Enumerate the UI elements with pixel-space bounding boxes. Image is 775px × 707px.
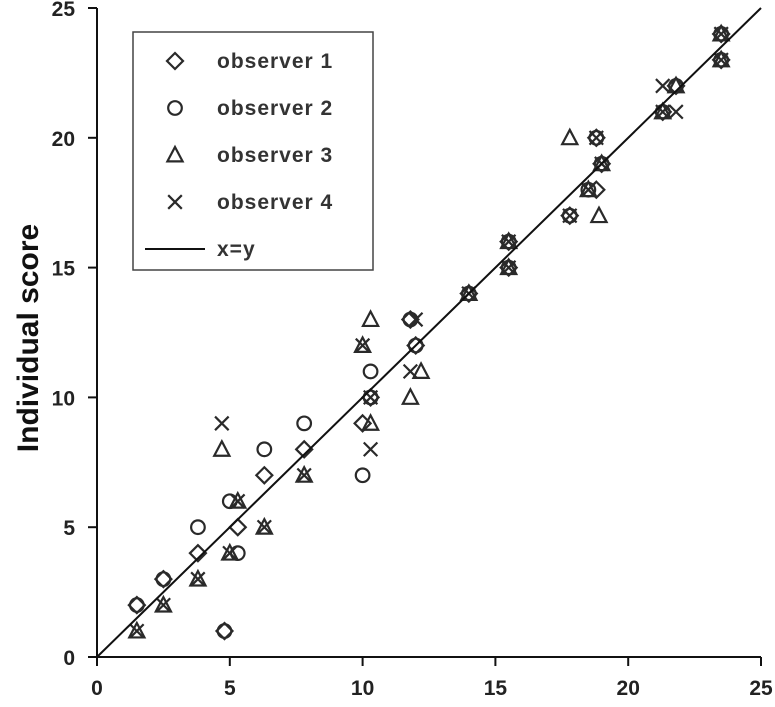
y-tick-label: 10 bbox=[52, 387, 75, 410]
point-x-series-4 bbox=[501, 260, 517, 276]
y-tick-label: 5 bbox=[63, 517, 75, 540]
identity-line bbox=[96, 7, 762, 658]
point-triangle-series-3 bbox=[499, 231, 519, 250]
point-diamond-series-1 bbox=[188, 543, 208, 563]
y-tick-label: 25 bbox=[52, 0, 76, 21]
point-triangle-series-3 bbox=[228, 490, 248, 509]
tick-labels: 0 5 10 15 20 25 0 5 10 15 20 25 bbox=[52, 0, 773, 700]
point-triangle-series-3 bbox=[188, 568, 208, 587]
point-x-series-4 bbox=[362, 389, 379, 405]
point-circle-series-2 bbox=[296, 415, 313, 432]
point-x-series-4 bbox=[129, 623, 145, 639]
legend-label: observer 1 bbox=[217, 50, 333, 73]
x-tick-label: 10 bbox=[351, 677, 374, 700]
point-circle-series-2 bbox=[216, 623, 233, 639]
y-tick-label: 0 bbox=[63, 647, 75, 670]
point-triangle-series-3 bbox=[220, 542, 240, 561]
point-x-series-4 bbox=[668, 104, 684, 120]
point-diamond-series-1 bbox=[228, 517, 248, 537]
y-tick-label: 20 bbox=[52, 128, 75, 151]
axes bbox=[88, 7, 762, 666]
y-axis-title: Individual score bbox=[12, 224, 45, 452]
point-x-series-4 bbox=[402, 363, 418, 380]
point-diamond-series-1 bbox=[214, 621, 235, 641]
x-tick-label: 25 bbox=[749, 677, 773, 700]
x-tick-label: 5 bbox=[224, 677, 236, 700]
point-circle-series-2 bbox=[407, 337, 424, 354]
point-triangle-series-3 bbox=[294, 464, 314, 483]
point-circle-series-2 bbox=[362, 363, 379, 380]
point-triangle-series-3 bbox=[711, 49, 731, 68]
legend-label: x=y bbox=[217, 238, 256, 261]
point-x-series-4 bbox=[222, 545, 238, 561]
point-diamond-series-1 bbox=[294, 439, 314, 459]
x-tick-label: 15 bbox=[484, 677, 508, 700]
point-triangle-series-3 bbox=[589, 205, 609, 224]
legend-circle-symbol bbox=[167, 100, 183, 116]
legend-label: observer 3 bbox=[217, 144, 333, 167]
point-circle-series-2 bbox=[155, 571, 172, 588]
point-x-series-4 bbox=[655, 78, 671, 94]
point-triangle-series-3 bbox=[400, 387, 420, 405]
point-triangle-series-3 bbox=[459, 283, 479, 302]
point-x-series-4 bbox=[190, 571, 206, 587]
point-triangle-series-3 bbox=[560, 127, 580, 146]
legend-x-symbol bbox=[167, 194, 183, 210]
point-x-series-4 bbox=[230, 493, 246, 509]
legend-triangle-symbol bbox=[165, 144, 185, 163]
point-x-series-4 bbox=[256, 519, 272, 535]
legend-label: observer 4 bbox=[217, 191, 333, 214]
point-x-series-4 bbox=[155, 597, 171, 613]
point-triangle-series-3 bbox=[499, 257, 519, 276]
legend-label: observer 2 bbox=[217, 97, 333, 120]
point-x-series-4 bbox=[580, 182, 596, 198]
point-triangle-series-3 bbox=[361, 309, 380, 328]
point-x-series-4 bbox=[362, 441, 379, 457]
point-triangle-series-3 bbox=[411, 361, 431, 379]
legend: observer 1 observer 2 observer 3 observer 4… bbox=[132, 31, 374, 271]
point-circle-series-2 bbox=[561, 207, 578, 224]
point-triangle-series-3 bbox=[254, 516, 274, 535]
plot-area bbox=[96, 7, 762, 658]
point-triangle-series-3 bbox=[592, 153, 612, 172]
point-circle-series-2 bbox=[190, 519, 206, 536]
point-x-series-4 bbox=[588, 130, 604, 146]
point-circle-series-2 bbox=[588, 129, 605, 146]
point-x-series-4 bbox=[296, 467, 312, 483]
point-triangle-series-3 bbox=[361, 413, 380, 431]
point-triangle-series-3 bbox=[127, 620, 147, 639]
point-triangle-series-3 bbox=[653, 101, 673, 120]
point-triangle-series-3 bbox=[153, 594, 173, 613]
point-x-series-4 bbox=[214, 415, 230, 431]
x-tick-label: 0 bbox=[91, 677, 103, 700]
point-triangle-series-3 bbox=[353, 335, 373, 353]
y-tick-label: 15 bbox=[52, 258, 76, 281]
point-circle-series-2 bbox=[256, 441, 273, 458]
point-x-series-4 bbox=[562, 208, 578, 224]
point-diamond-series-1 bbox=[153, 569, 173, 589]
point-triangle-series-3 bbox=[212, 438, 232, 457]
point-diamond-series-1 bbox=[254, 465, 274, 485]
point-x-series-4 bbox=[355, 337, 371, 354]
x-tick-label: 20 bbox=[617, 677, 640, 700]
point-circle-series-2 bbox=[128, 597, 145, 613]
point-x-series-4 bbox=[713, 26, 729, 42]
point-triangle-series-3 bbox=[711, 23, 731, 42]
point-x-series-4 bbox=[713, 52, 729, 68]
point-circle-series-2 bbox=[354, 467, 371, 484]
point-x-series-4 bbox=[408, 311, 424, 328]
legend-diamond-symbol bbox=[165, 51, 185, 71]
point-x-series-4 bbox=[501, 234, 517, 250]
point-triangle-series-3 bbox=[578, 179, 598, 198]
point-diamond-series-1 bbox=[127, 595, 147, 615]
